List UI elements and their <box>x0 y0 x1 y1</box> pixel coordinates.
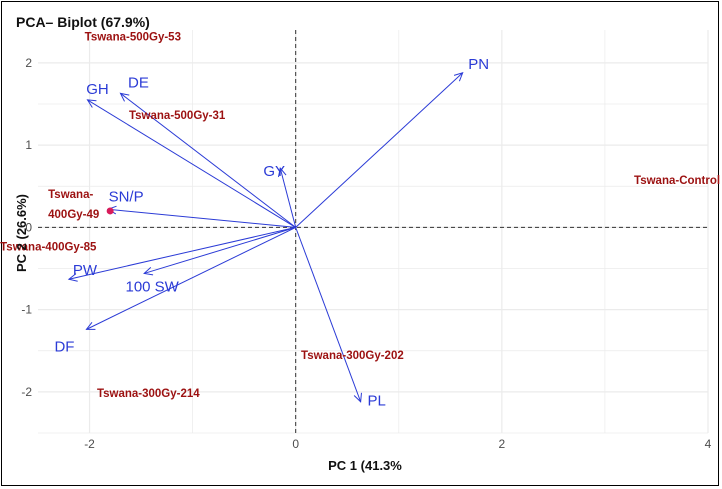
loading-arrow-pn <box>295 72 464 228</box>
y-tick-label: -2 <box>21 385 32 399</box>
loading-label: PW <box>73 262 98 279</box>
y-tick-label: 0 <box>25 220 32 234</box>
observation-tswana-300gy-202: Tswana-300Gy-202 <box>301 350 404 362</box>
chart-title: PCA– Biplot (67.9%) <box>16 14 150 30</box>
x-axis-label: PC 1 (41.3% <box>328 458 402 473</box>
loading-arrow-100-sw <box>144 226 296 274</box>
loading-arrow-de <box>120 92 296 228</box>
loading-arrow-df <box>86 226 296 330</box>
observation-labels: Tswana-500Gy-53Tswana-500Gy-31Tswana-400… <box>0 32 720 400</box>
loading-label: SN/P <box>109 188 144 205</box>
observation-tswana-300gy-214: Tswana-300Gy-214 <box>97 388 200 400</box>
loading-arrow-pw <box>68 226 296 280</box>
arrow-head <box>143 266 154 276</box>
arrow-head <box>277 167 287 178</box>
loading-label: PL <box>367 393 385 410</box>
observation-tswana-500gy-53: Tswana-500Gy-53 <box>85 32 181 44</box>
observation-point-marker <box>106 207 114 215</box>
loading-arrow-sn-p <box>108 208 296 228</box>
y-tick-label: -1 <box>21 303 32 317</box>
arrow-head <box>119 92 130 102</box>
loading-arrow-pl <box>295 227 362 402</box>
x-tick-label: 0 <box>292 437 299 451</box>
loading-label: 100 SW <box>125 278 179 295</box>
arrow-head <box>85 321 96 330</box>
observation-tswana-control: Tswana-Control <box>634 175 720 187</box>
loading-label: DF <box>54 338 74 355</box>
arrow-head <box>67 273 78 282</box>
loading-arrow-gy <box>279 168 297 228</box>
loading-label: GH <box>86 81 109 98</box>
arrow-head <box>86 99 97 108</box>
axis-labels: PC 1 (41.3% PC 2 (26.6%) <box>14 194 402 473</box>
y-axis-label: PC 2 (26.6%) <box>14 194 29 272</box>
loading-arrow-gh <box>87 99 296 228</box>
observation-tswana-400gy-49-line: 400Gy-49 <box>48 209 99 221</box>
observation-tswana-400gy-49-line: Tswana- <box>48 189 93 201</box>
x-tick-label: 2 <box>499 437 506 451</box>
loading-label: GY <box>263 163 285 180</box>
loading-label: DE <box>128 74 149 91</box>
observation-tswana-500gy-31: Tswana-500Gy-31 <box>129 110 226 122</box>
loading-arrows: PN GH DE GY SN/P PW 100 SW DF PL <box>54 56 489 410</box>
arrow-head <box>353 392 362 403</box>
axis-ticks: -2 0 2 4 -2 -1 0 1 2 <box>21 56 711 451</box>
grid <box>38 30 709 434</box>
observation-tswana-400gy-85: Tswana-400Gy-85 <box>0 241 97 253</box>
y-tick-label: 2 <box>25 56 32 70</box>
y-tick-label: 1 <box>25 138 32 152</box>
loading-label: PN <box>468 56 489 73</box>
x-tick-label: 4 <box>705 437 712 451</box>
arrow-head <box>453 71 464 82</box>
x-tick-label: -2 <box>84 437 95 451</box>
